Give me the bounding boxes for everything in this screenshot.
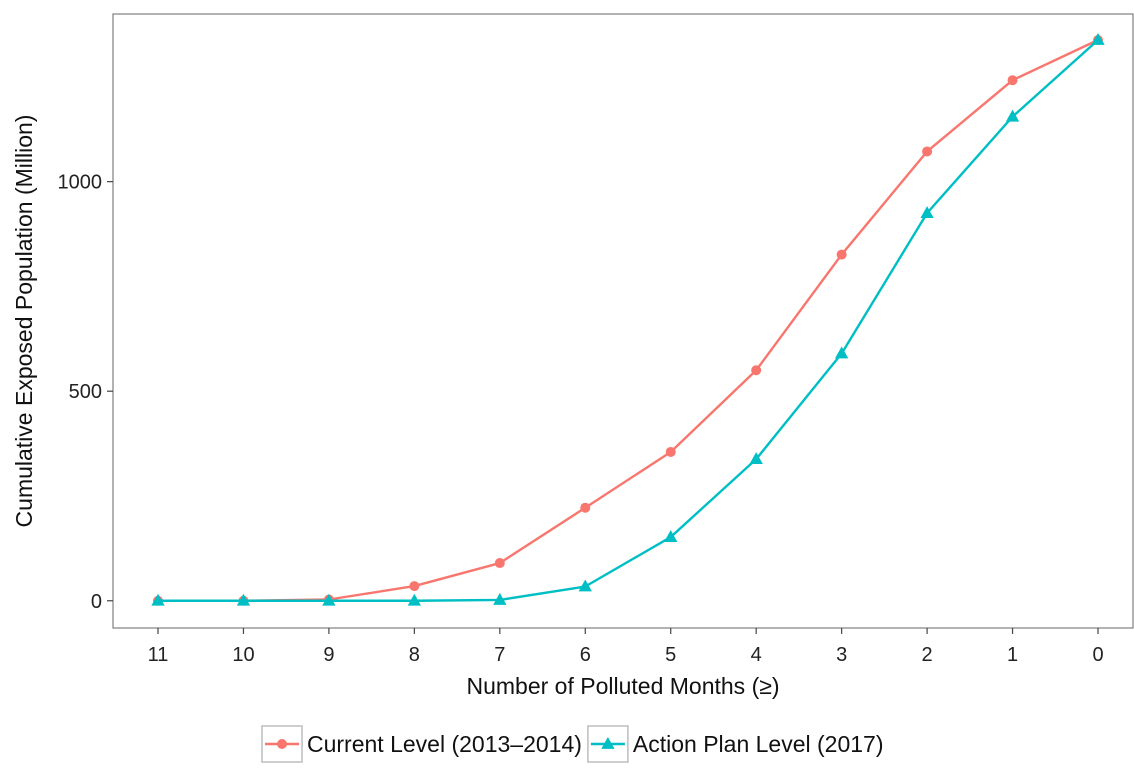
- legend-label: Action Plan Level (2017): [633, 731, 884, 757]
- legend-item-1: Current Level (2013–2014): [261, 725, 582, 763]
- legend-key-marker: [277, 739, 287, 749]
- x-tick-label: 11: [148, 644, 169, 666]
- data-point: [920, 206, 934, 218]
- data-point: [1005, 109, 1020, 122]
- data-point: [493, 592, 507, 605]
- x-tick-label: 1: [1007, 644, 1018, 666]
- x-tick-label: 10: [232, 644, 254, 666]
- y-tick-label: 0: [91, 591, 102, 613]
- y-axis: 0 500 1000: [58, 172, 113, 613]
- x-tick-label: 5: [665, 644, 676, 666]
- series-line: [158, 39, 1099, 602]
- y-axis-title: Cumulative Exposed Population (Million): [11, 115, 37, 528]
- data-point: [922, 146, 933, 157]
- legend-label: Current Level (2013–2014): [307, 731, 582, 757]
- x-tick-label: 3: [836, 644, 847, 666]
- data-point: [409, 581, 420, 592]
- data-point: [664, 530, 678, 542]
- legend-key-marker: [601, 737, 615, 749]
- data-point: [836, 249, 847, 260]
- x-tick-label: 7: [494, 644, 505, 666]
- plot-panel: [112, 13, 1134, 629]
- x-tick-label: 6: [580, 644, 591, 666]
- data-point: [151, 593, 165, 606]
- data-point: [1091, 32, 1105, 45]
- data-point: [1007, 75, 1018, 86]
- legend: Current Level (2013–2014) Action Plan Lev…: [261, 725, 884, 763]
- x-tick-label: 2: [922, 644, 933, 666]
- data-point: [665, 446, 676, 457]
- x-axis-title: Number of Polluted Months (≥): [466, 673, 779, 699]
- x-tick-label: 8: [409, 644, 420, 666]
- x-tick-label: 4: [751, 644, 762, 666]
- y-tick-label: 500: [69, 381, 102, 403]
- data-point: [578, 579, 592, 592]
- data-point: [407, 593, 422, 606]
- data-point: [751, 365, 762, 376]
- data-point: [236, 593, 251, 606]
- x-tick-label: 0: [1092, 644, 1103, 666]
- x-tick-label: 9: [323, 644, 334, 666]
- data-point: [580, 502, 591, 513]
- series-layer: [151, 32, 1105, 606]
- data-point: [834, 346, 849, 359]
- data-point: [494, 558, 505, 569]
- x-axis: 11 10 9 8 7 6 5 4 3 2 1 0: [148, 628, 1104, 666]
- data-point: [749, 452, 763, 464]
- legend-item-2: Action Plan Level (2017): [587, 725, 884, 763]
- data-point: [322, 593, 336, 606]
- series-2: [151, 32, 1105, 606]
- y-tick-label: 1000: [58, 172, 103, 194]
